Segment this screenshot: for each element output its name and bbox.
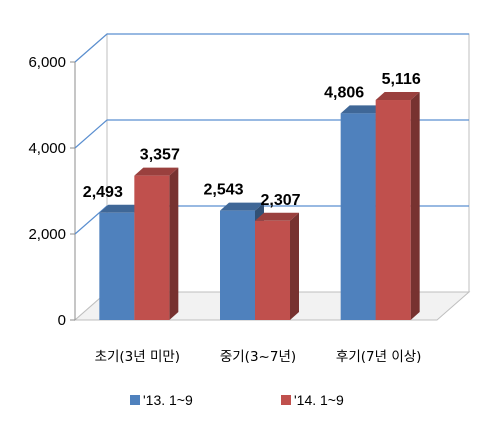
bar-front (255, 220, 290, 320)
data-label: 4,806 (324, 84, 364, 101)
bar (134, 167, 179, 320)
bar-front (375, 100, 411, 321)
bar (255, 212, 299, 320)
bar-front (220, 210, 255, 320)
legend-label: '14. 1~9 (294, 392, 344, 408)
bar (375, 92, 420, 321)
data-label: 2,543 (203, 182, 243, 199)
data-label: 2,493 (83, 184, 123, 201)
bar-front (99, 212, 135, 320)
y-tick-label: 2,000 (28, 226, 66, 243)
data-labels: 2,493 3,357 2,543 2,307 4,806 5,116 (83, 71, 421, 209)
bar-front (134, 175, 170, 320)
legend-swatch (130, 395, 140, 405)
bar-side (290, 212, 299, 320)
data-label: 5,116 (382, 71, 421, 88)
legend: '13. 1~9 '14. 1~9 (130, 392, 344, 408)
y-tick-label: 0 (58, 312, 66, 329)
bar-side (410, 92, 420, 321)
bar-top (255, 212, 299, 221)
bar-top (134, 167, 179, 176)
data-label: 2,307 (260, 192, 300, 209)
category-label: 초기(3년 미만) (95, 349, 181, 365)
y-tick-label: 4,000 (28, 140, 66, 157)
gridline (74, 33, 469, 63)
bar-top (340, 105, 385, 114)
bar-top (220, 202, 264, 211)
bar-top (99, 204, 144, 213)
bars (99, 92, 420, 321)
legend-swatch (281, 395, 291, 405)
category-label: 중기(3~7년) (220, 349, 296, 365)
category-label: 후기(7년 이상) (336, 349, 422, 365)
bar-top (375, 92, 420, 101)
y-axis-ticks: 0 2,000 4,000 6,000 (28, 54, 75, 329)
data-label: 3,357 (140, 147, 180, 164)
bar-side (169, 167, 179, 320)
bar-front (340, 113, 376, 320)
legend-label: '13. 1~9 (143, 392, 193, 408)
y-tick-label: 6,000 (28, 54, 66, 71)
x-axis-categories: 초기(3년 미만) 중기(3~7년) 후기(7년 이상) (95, 349, 422, 365)
